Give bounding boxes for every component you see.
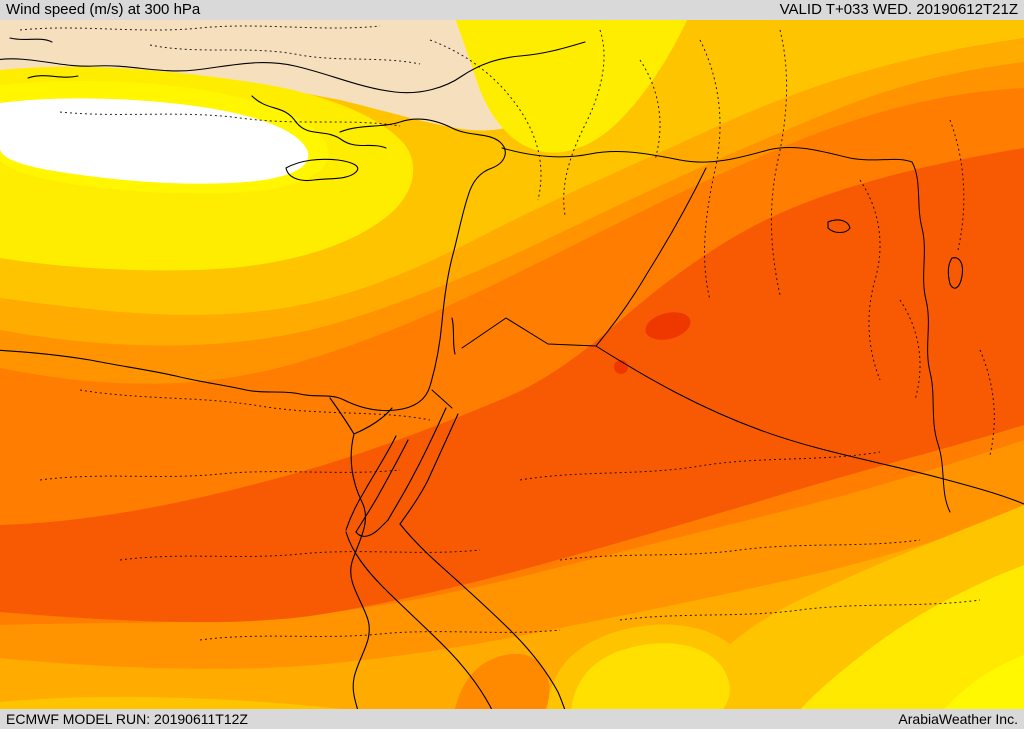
lake-urmia: [947, 257, 964, 289]
dotted-line: [899, 299, 921, 401]
wind-band-yellow-se: [786, 565, 1024, 729]
dotted-line: [199, 629, 561, 641]
border-syria-iraq: [595, 167, 707, 347]
dotted-line: [149, 44, 421, 65]
lake-van: [827, 219, 851, 234]
dotted-line: [979, 349, 995, 456]
dotted-line: [39, 469, 401, 481]
dotted-line: [519, 451, 881, 481]
wind-band-jet-core: [0, 148, 1024, 623]
coastlines: [0, 37, 964, 729]
coastline-levant-egypt: [0, 118, 506, 412]
dotted-line: [119, 549, 481, 561]
red-max-spot-large: [645, 312, 691, 340]
dotted-line: [949, 119, 965, 251]
border-saudi-iraq: [595, 345, 1024, 505]
dotted-line: [59, 111, 401, 127]
wind-band-white-minimum: [0, 98, 309, 184]
wind-band-yellow-pocket-bottom: [571, 643, 730, 729]
top-info-bar: Wind speed (m/s) at 300 hPa VALID T+033 …: [0, 0, 1024, 20]
country-borders: [431, 147, 1024, 513]
coastline-sinai-tip: [355, 519, 389, 537]
credit-label: ArabiaWeather Inc.: [898, 711, 1018, 727]
dotted-line: [699, 39, 721, 301]
dotted-contour-lines: [19, 25, 995, 641]
border-egypt-israel: [431, 389, 453, 409]
coastline-black-sea: [0, 41, 586, 94]
dotted-line: [859, 179, 881, 381]
valid-time-label: VALID T+033 WED. 20190612T21Z: [779, 1, 1018, 18]
dotted-line: [559, 539, 921, 561]
coastline-red-sea-east: [399, 523, 571, 729]
dotted-line: [19, 25, 381, 31]
dotted-line: [619, 599, 981, 621]
border-iran-iraq: [911, 161, 951, 513]
model-run-label: ECMWF MODEL RUN: 20190611T12Z: [6, 711, 248, 727]
dotted-line: [429, 39, 542, 201]
dotted-line: [770, 29, 788, 296]
border-jordan-saudi: [461, 317, 597, 349]
coastline-aegean: [251, 95, 387, 149]
dotted-line: [639, 59, 661, 161]
map-title: Wind speed (m/s) at 300 hPa: [6, 1, 201, 18]
coastline-dead-sea: [451, 317, 456, 355]
coastline-gulf-of-suez: [345, 435, 409, 533]
dotted-line: [79, 389, 431, 421]
red-max-spot-small: [614, 360, 628, 374]
coastline-marmara: [9, 37, 79, 79]
coastline-cyprus: [285, 158, 359, 182]
coastline-gulf-of-aqaba: [387, 407, 459, 525]
river-nile: [329, 397, 393, 729]
wind-band-yellow-top-centre: [455, 0, 690, 153]
border-turkey-syria-iraq: [501, 147, 913, 163]
bottom-info-bar: ECMWF MODEL RUN: 20190611T12Z ArabiaWeat…: [0, 709, 1024, 729]
